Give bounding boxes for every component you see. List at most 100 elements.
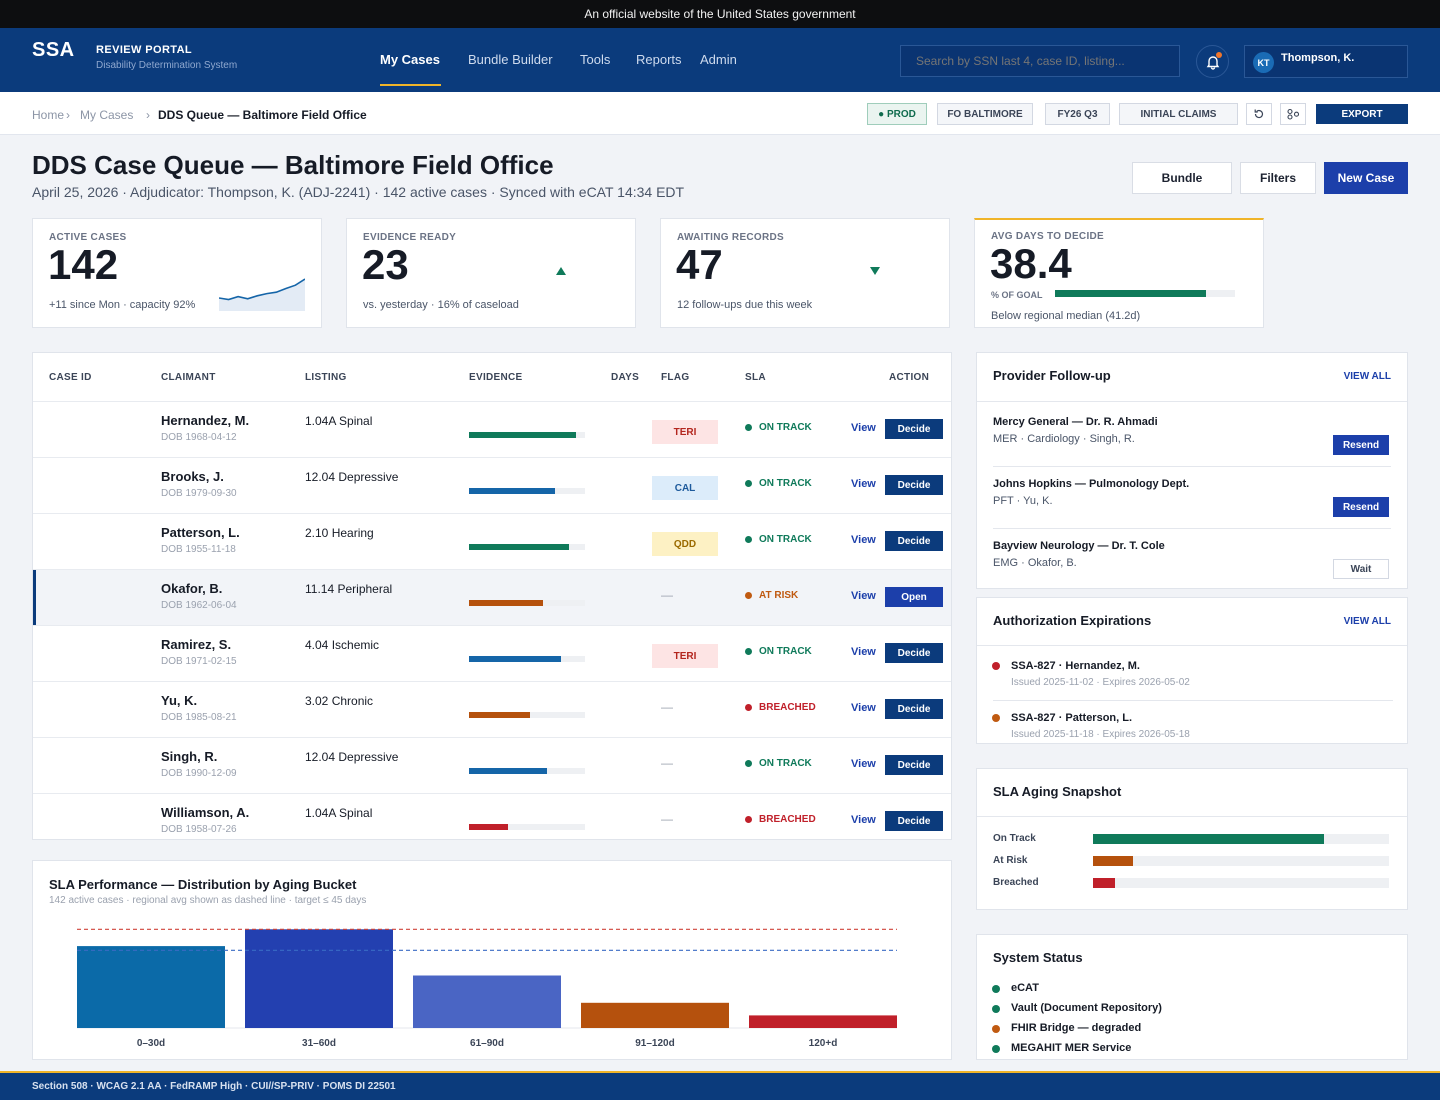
chip-fiscal-quarter[interactable]: FY26 Q3 bbox=[1045, 103, 1110, 125]
decide-button[interactable]: Decide bbox=[885, 643, 943, 663]
breadcrumb-home[interactable]: Home bbox=[32, 108, 65, 122]
claimant-name[interactable]: Yu, K. bbox=[161, 693, 198, 708]
view-link[interactable]: View bbox=[851, 646, 876, 658]
decide-button[interactable]: Decide bbox=[885, 755, 943, 775]
column-header-days[interactable]: DAYS bbox=[611, 372, 640, 383]
nav-my-cases[interactable]: My Cases bbox=[380, 52, 440, 67]
chip-claim-type[interactable]: INITIAL CLAIMS bbox=[1119, 103, 1238, 125]
export-button[interactable]: EXPORT bbox=[1316, 104, 1408, 124]
claimant-name[interactable]: Ramirez, S. bbox=[161, 637, 232, 652]
view-link[interactable]: View bbox=[851, 534, 876, 546]
kpi-value: 142 bbox=[48, 241, 119, 288]
sla-status-label: ON TRACK bbox=[759, 646, 812, 657]
table-row[interactable]: Okafor, B. DOB 1962-06-04 11.14 Peripheral… bbox=[33, 569, 951, 626]
chip-field-office[interactable]: FO BALTIMORE bbox=[937, 103, 1033, 125]
view-link[interactable]: View bbox=[851, 478, 876, 490]
divider bbox=[993, 466, 1391, 467]
kpi-value: 47 bbox=[676, 241, 723, 288]
claimant-name[interactable]: Singh, R. bbox=[161, 749, 218, 764]
evidence-bar bbox=[469, 656, 585, 662]
env-chip-prod[interactable]: ● PROD bbox=[867, 103, 927, 125]
sparkline-line bbox=[219, 278, 305, 301]
view-link[interactable]: View bbox=[851, 702, 876, 714]
search-input[interactable] bbox=[900, 45, 1180, 77]
flag-empty: — bbox=[661, 812, 673, 826]
authorization-title[interactable]: SSA-827 · Hernandez, M. bbox=[1011, 660, 1140, 672]
sla-status-dot bbox=[745, 704, 752, 711]
chart-tick-label: 31–60d bbox=[302, 1038, 336, 1049]
table-row[interactable]: Williamson, A. DOB 1958-07-26 1.04A Spinal… bbox=[33, 793, 951, 849]
page-subtitle: April 25, 2026 · Adjudicator: Thompson, … bbox=[32, 184, 685, 200]
view-link[interactable]: View bbox=[851, 758, 876, 770]
kpi-note: 12 follow-ups due this week bbox=[677, 299, 813, 311]
claimant-name[interactable]: Hernandez, M. bbox=[161, 413, 250, 428]
decide-button[interactable]: Decide bbox=[885, 811, 943, 831]
decide-button[interactable]: Decide bbox=[885, 531, 943, 551]
authorization-title[interactable]: SSA-827 · Patterson, L. bbox=[1011, 712, 1133, 724]
top-nav: SSA REVIEW PORTAL Disability Determinati… bbox=[0, 28, 1440, 92]
breadcrumb-my-cases[interactable]: My Cases bbox=[80, 108, 134, 122]
column-header-evidence[interactable]: EVIDENCE bbox=[469, 372, 523, 383]
auth-view-all-link[interactable]: VIEW ALL bbox=[1343, 616, 1391, 627]
view-link[interactable]: View bbox=[851, 590, 876, 602]
user-menu[interactable]: KT Thompson, K. bbox=[1244, 45, 1408, 78]
chart-title: SLA Performance — Distribution by Aging … bbox=[49, 877, 357, 892]
claimant-name[interactable]: Patterson, L. bbox=[161, 525, 240, 540]
decide-button[interactable]: Decide bbox=[885, 475, 943, 495]
column-header-claimant[interactable]: CLAIMANT bbox=[161, 372, 216, 383]
evidence-bar bbox=[469, 824, 585, 830]
nav-reports[interactable]: Reports bbox=[636, 52, 682, 67]
sla-status-dot bbox=[745, 480, 752, 487]
view-link[interactable]: View bbox=[851, 422, 876, 434]
table-row[interactable]: Yu, K. DOB 1985-08-21 3.02 Chronic — BREACHE… bbox=[33, 681, 951, 737]
resend-button[interactable]: Resend bbox=[1333, 497, 1389, 517]
filters-button[interactable]: Filters bbox=[1240, 162, 1316, 194]
column-header-flag[interactable]: FLAG bbox=[661, 372, 690, 383]
column-header-sla[interactable]: SLA bbox=[745, 372, 766, 383]
case-queue-table: CASE ID CLAIMANT LISTING EVIDENCE DAYS F… bbox=[32, 352, 952, 840]
claimant-name[interactable]: Williamson, A. bbox=[161, 805, 250, 820]
sla-status: ON TRACK bbox=[745, 422, 812, 433]
chart-bar-91–120d bbox=[581, 1002, 729, 1028]
chart-bar-31–60d bbox=[245, 929, 393, 1028]
refresh-icon bbox=[1254, 109, 1264, 119]
table-row[interactable]: Singh, R. DOB 1990-12-09 12.04 Depressive —… bbox=[33, 737, 951, 793]
refresh-button[interactable] bbox=[1246, 103, 1272, 125]
sla-status-label: BREACHED bbox=[759, 814, 816, 825]
decide-button[interactable]: Decide bbox=[885, 419, 943, 439]
settings-button[interactable] bbox=[1280, 103, 1306, 125]
evidence-bar bbox=[469, 488, 585, 494]
view-link[interactable]: View bbox=[851, 814, 876, 826]
resend-button[interactable]: Resend bbox=[1333, 435, 1389, 455]
decide-button[interactable]: Decide bbox=[885, 699, 943, 719]
ssa-logo[interactable]: SSA bbox=[32, 39, 75, 61]
provider-meta: PFT · Yu, K. bbox=[993, 495, 1053, 507]
claimant-dob: DOB 1955-11-18 bbox=[161, 544, 236, 555]
kpi-card-active-cases: ACTIVE CASES 142 +11 since Mon · capacit… bbox=[32, 218, 322, 328]
kpi-value: 38.4 bbox=[990, 240, 1072, 287]
notifications-button[interactable] bbox=[1196, 45, 1229, 78]
new-case-button[interactable]: New Case bbox=[1324, 162, 1408, 194]
table-row[interactable]: Patterson, L. DOB 1955-11-18 2.10 Hearing Q… bbox=[33, 513, 951, 569]
panel-title: Provider Follow-up bbox=[993, 368, 1111, 383]
gov-banner: An official website of the United States… bbox=[0, 0, 1440, 28]
open-button[interactable]: Open bbox=[885, 587, 943, 607]
nav-tools[interactable]: Tools bbox=[580, 52, 611, 67]
table-row[interactable]: Brooks, J. DOB 1979-09-30 12.04 Depressive… bbox=[33, 457, 951, 513]
sla-status-label: BREACHED bbox=[759, 702, 816, 713]
nav-admin[interactable]: Admin bbox=[700, 52, 737, 67]
table-row[interactable]: Hernandez, M. DOB 1968-04-12 1.04A Spinal T… bbox=[33, 401, 951, 457]
claimant-name[interactable]: Okafor, B. bbox=[161, 581, 223, 596]
provider-view-all-link[interactable]: VIEW ALL bbox=[1343, 371, 1391, 382]
aging-label: On Track bbox=[993, 833, 1036, 844]
aging-bar bbox=[1093, 878, 1389, 888]
bundle-button[interactable]: Bundle bbox=[1132, 162, 1232, 194]
claimant-name[interactable]: Brooks, J. bbox=[161, 469, 224, 484]
column-header-case-id[interactable]: CASE ID bbox=[49, 372, 92, 383]
kpi-note: vs. yesterday · 16% of caseload bbox=[363, 299, 519, 311]
wait-button[interactable]: Wait bbox=[1333, 559, 1389, 579]
nav-bundle-builder[interactable]: Bundle Builder bbox=[468, 52, 553, 67]
column-header-listing[interactable]: LISTING bbox=[305, 372, 347, 383]
table-row[interactable]: Ramirez, S. DOB 1971-02-15 4.04 Ischemic TE… bbox=[33, 625, 951, 681]
kpi-card-evidence-ready: EVIDENCE READY 23 vs. yesterday · 16% of… bbox=[346, 218, 636, 328]
